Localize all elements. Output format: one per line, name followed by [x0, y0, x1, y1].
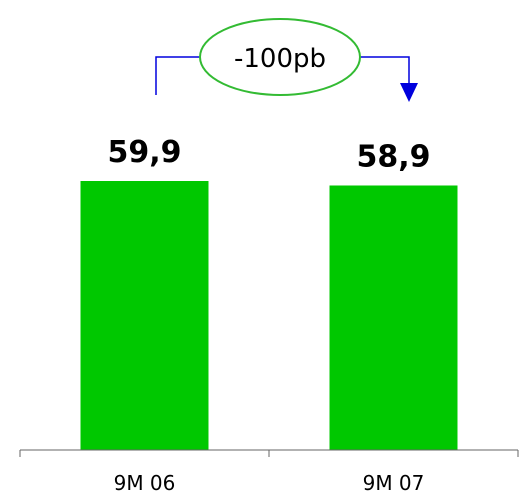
arrow-head-icon — [400, 83, 418, 102]
bar-1 — [80, 181, 209, 450]
value-label-2: 58,9 — [356, 139, 430, 174]
value-label-1: 59,9 — [107, 135, 181, 170]
annotation-ellipse — [199, 18, 361, 96]
category-label-2: 9M 07 — [363, 471, 425, 495]
category-label-1: 9M 06 — [114, 471, 176, 495]
x-axis — [19, 449, 519, 457]
arrow-end-line — [360, 56, 410, 86]
category-labels-group: 9M 06 9M 07 — [114, 471, 425, 495]
bars-group — [80, 181, 458, 450]
bar-2 — [329, 185, 458, 450]
arrow-start-line — [155, 56, 200, 95]
value-labels-group: 59,9 58,9 — [107, 135, 430, 174]
change-label: -100pb — [234, 44, 326, 74]
change-annotation: -100pb — [155, 18, 418, 102]
